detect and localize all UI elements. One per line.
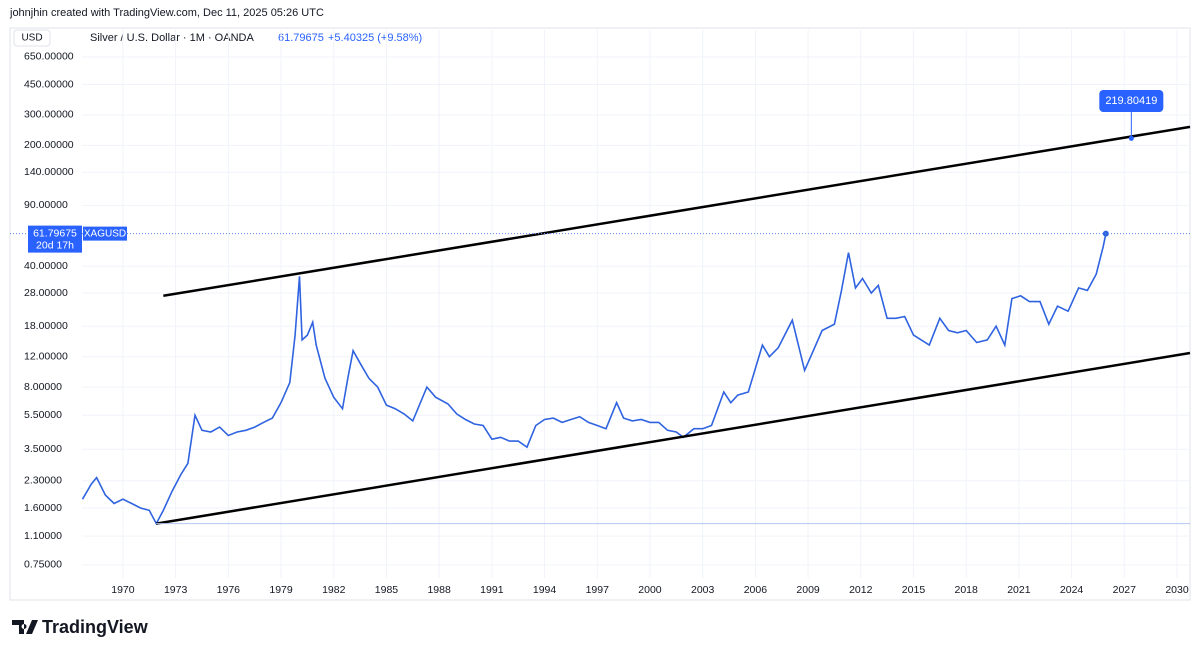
- currency-button[interactable]: [13, 29, 51, 47]
- price-value: 61.79675: [33, 227, 77, 239]
- x-tick-label: 1997: [586, 584, 610, 596]
- y-tick-label: 1.10000: [24, 530, 62, 542]
- last-price: 61.79675: [278, 32, 324, 44]
- x-tick-label: 1976: [217, 584, 241, 596]
- y-tick-label: 450.00000: [24, 78, 74, 90]
- chart-frame: [9, 27, 1191, 601]
- y-tick-label: 28.00000: [24, 287, 68, 299]
- x-tick-label: 1991: [480, 584, 504, 596]
- x-tick-label: 1979: [269, 584, 293, 596]
- y-tick-label: 8.00000: [24, 381, 62, 393]
- x-tick-label: 2003: [691, 584, 715, 596]
- x-tick-label: 1985: [375, 584, 399, 596]
- x-tick-label: 2030: [1165, 584, 1189, 596]
- x-tick-label: 2006: [744, 584, 768, 596]
- x-tick-label: 1994: [533, 584, 557, 596]
- y-tick-label: 5.50000: [24, 409, 62, 421]
- x-tick-label: 1988: [427, 584, 451, 596]
- y-tick-label: 140.00000: [24, 166, 74, 178]
- trend-line: [156, 351, 1191, 525]
- callout-point: [1128, 135, 1134, 141]
- logo-text: TradingView: [42, 617, 149, 637]
- x-tick-label: 2015: [902, 584, 926, 596]
- y-tick-label: 40.00000: [24, 260, 68, 272]
- symbol: Silver / U.S. Dollar · 1M · OANDA: [90, 32, 254, 44]
- x-tick-label: 2027: [1113, 584, 1137, 596]
- y-tick-label: 3.50000: [24, 443, 62, 455]
- x-tick-label: 2018: [955, 584, 979, 596]
- currency-label: USD: [21, 33, 42, 44]
- y-tick-label: 0.75000: [24, 559, 62, 571]
- y-tick-label: 650.00000: [24, 51, 74, 63]
- credit: johnjhin created with TradingView.com, D…: [9, 7, 324, 19]
- x-tick-label: 1982: [322, 584, 346, 596]
- symbol-tag: XAGUSD: [84, 228, 126, 239]
- trend-line: [163, 125, 1191, 298]
- callout-label: 219.80419: [1105, 95, 1157, 107]
- y-tick-label: 1.60000: [24, 502, 62, 514]
- callout-box: [1099, 90, 1164, 112]
- x-tick-label: 1973: [164, 584, 188, 596]
- countdown: 20d 17h: [36, 239, 74, 251]
- logo: TradingView: [12, 617, 149, 637]
- y-tick-label: 300.00000: [24, 109, 74, 121]
- x-tick-label: 1970: [111, 584, 135, 596]
- price-change: +5.40325 (+9.58%): [328, 32, 422, 44]
- y-tick-label: 2.30000: [24, 475, 62, 487]
- y-tick-label: 90.00000: [24, 199, 68, 211]
- x-tick-label: 2024: [1060, 584, 1084, 596]
- logo-icon: [12, 620, 38, 634]
- y-tick-label: 18.00000: [24, 320, 68, 332]
- x-tick-label: 2000: [638, 584, 662, 596]
- symbol-box: [83, 226, 127, 241]
- y-tick-label: 12.00000: [24, 350, 68, 362]
- x-tick-label: 2021: [1007, 584, 1031, 596]
- price-line: [81, 233, 1107, 526]
- x-tick-label: 2009: [796, 584, 820, 596]
- price-box: [28, 225, 82, 253]
- plot: 0.75000 1.10000 1.60000 2.30000 3.50000 5.500…: [10, 30, 1191, 596]
- y-tick-label: 200.00000: [24, 139, 74, 151]
- x-tick-label: 2012: [849, 584, 873, 596]
